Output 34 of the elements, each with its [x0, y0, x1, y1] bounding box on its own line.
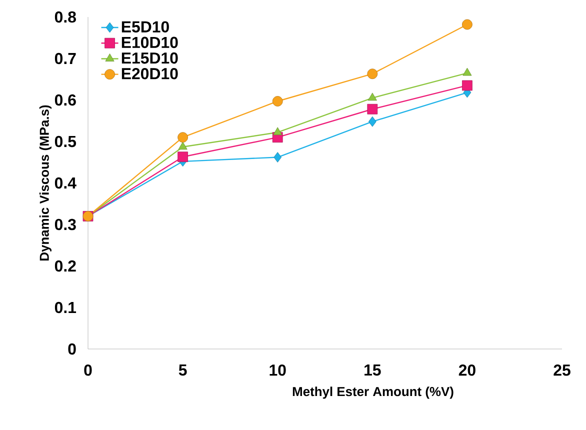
point: [462, 68, 472, 76]
y-tick-label: 0.4: [54, 177, 76, 189]
y-tick-label: 0.6: [54, 94, 76, 106]
point: [273, 127, 282, 136]
x-tick-label: 5: [178, 364, 187, 376]
legend-label: E10D10: [122, 36, 178, 48]
legend-label: E5D10: [122, 21, 169, 32]
x-axis-title: Methyl Ester Amount (%V): [292, 386, 454, 399]
x-tick-label: 25: [554, 364, 570, 376]
y-tick-label: 0.7: [54, 52, 76, 64]
point: [368, 116, 376, 127]
y-tick-label: 0.3: [54, 218, 76, 230]
x-tick-label: 10: [270, 364, 286, 376]
x-tick-label: 15: [364, 364, 381, 376]
y-tick-label: 0.5: [54, 136, 76, 148]
y-tick-label: 0.1: [54, 302, 76, 314]
y-tick-label: 0.2: [54, 260, 76, 272]
y-tick-label: 0.8: [54, 11, 76, 23]
x-tick-label: 0: [84, 364, 92, 376]
point: [178, 142, 188, 150]
y-axis-title: Dynamic Viscous (MPa.s): [39, 105, 52, 260]
legend-label: E15D10: [122, 52, 178, 64]
legend-label: E20D10: [122, 68, 178, 80]
point: [178, 132, 188, 143]
point: [367, 104, 378, 114]
point: [462, 80, 472, 91]
point: [274, 152, 282, 162]
point: [178, 152, 188, 162]
y-tick-label: 0: [68, 343, 76, 355]
x-tick-label: 20: [458, 364, 476, 376]
point: [462, 19, 472, 30]
point: [367, 68, 378, 80]
point: [272, 96, 283, 106]
point: [368, 92, 377, 101]
